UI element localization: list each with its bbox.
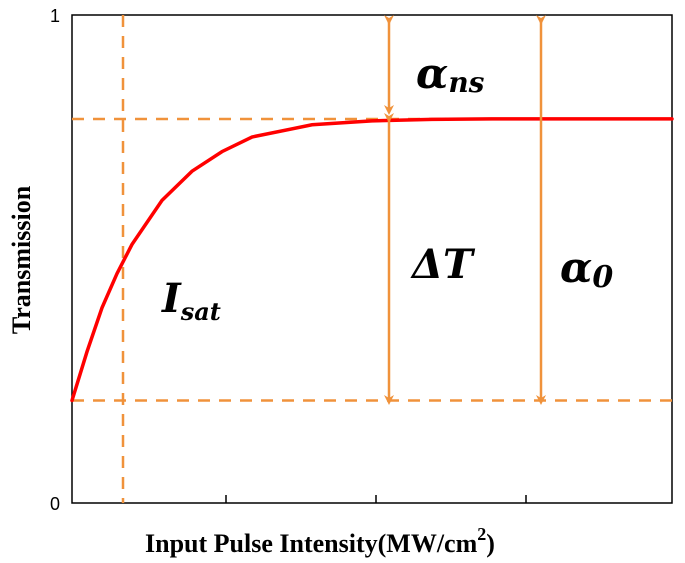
y-tick-label-bottom: 0: [50, 494, 60, 514]
delta-t-label: ΔT: [410, 241, 476, 288]
i-sat-label: Isat: [161, 275, 221, 326]
transmission-curve: [70, 117, 674, 403]
y-axis-title: Transmission: [7, 185, 36, 334]
y-tick-label-top: 1: [50, 6, 60, 26]
alpha-ns-label: αns: [416, 49, 485, 99]
x-axis-ticks: [225, 495, 527, 503]
reference-lines: [72, 15, 672, 503]
annotation-arrows: [384, 15, 546, 405]
alpha-0-label: α0: [560, 243, 613, 295]
plot-frame: [71, 14, 673, 504]
x-axis-title: Input Pulse Intensity(MW/cm2): [145, 524, 495, 558]
